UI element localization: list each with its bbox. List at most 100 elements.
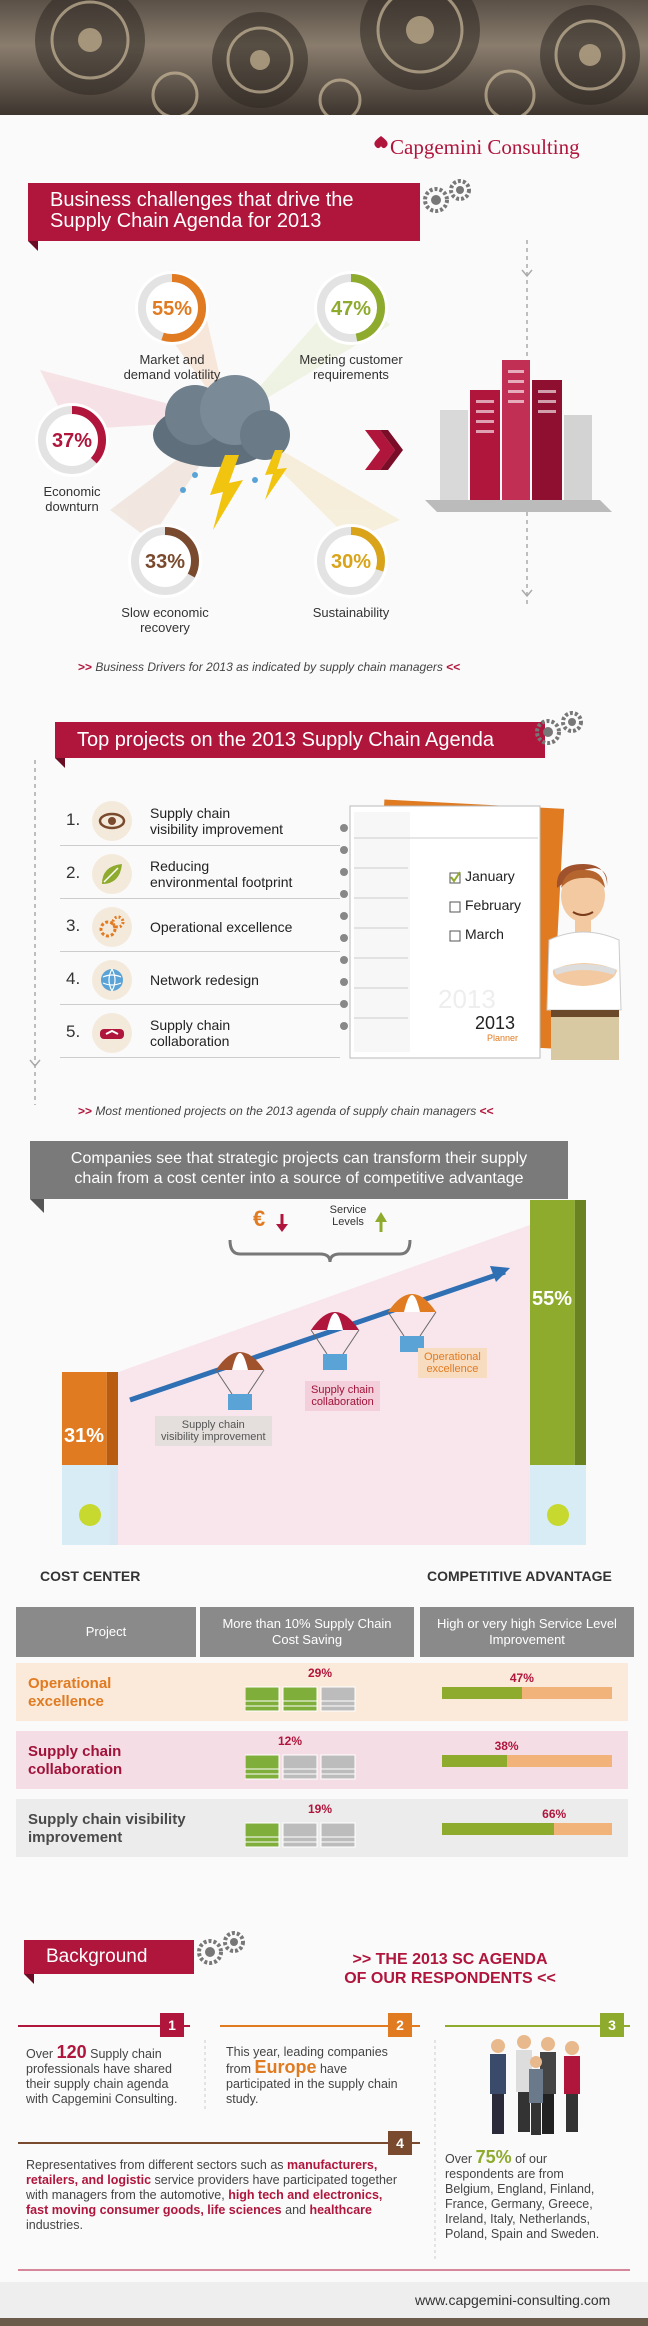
parachute-label-line: excellence — [426, 1363, 479, 1375]
section3-title: Companies see that strategic projects ca… — [30, 1141, 568, 1199]
section2-note: >> Most mentioned projects on the 2013 a… — [78, 1104, 494, 1118]
project-label: Reducing environmental footprint — [150, 858, 292, 890]
euro-symbol: € — [253, 1206, 266, 1231]
planner-illustration: 2013 — [340, 799, 565, 1059]
table-header: More than 10% Supply Chain Cost Saving — [200, 1607, 414, 1657]
project-label-line1: Reducing — [150, 858, 210, 874]
service-levels-label: Service Levels — [329, 1204, 367, 1228]
europe-highlight: Europe — [254, 2057, 317, 2077]
donut-caption: Economic downturn — [2, 484, 142, 514]
project-row: 4. Network redesign — [60, 956, 340, 1005]
background-title: Background — [24, 1940, 194, 1974]
project-label: Operational excellence — [150, 919, 292, 935]
section1-title-line1: Business challenges that drive the — [50, 189, 354, 211]
project-row: 1. Supply chain visibility improvement — [60, 797, 340, 846]
project-label-line1: Supply chain — [150, 1017, 231, 1033]
parachute-label-line: visibility improvement — [161, 1431, 266, 1443]
project-label-line2: environmental footprint — [150, 874, 293, 890]
project-icon-bg — [92, 854, 132, 894]
project-number: 3. — [66, 916, 81, 935]
cash-stack-icon — [245, 1686, 356, 1712]
saving-value: 12% — [277, 1734, 303, 1748]
competitive-advantage-label: COMPETITIVE ADVANTAGE — [427, 1568, 612, 1584]
donut-caption: Slow economic recovery — [95, 605, 235, 635]
donut-caption: Sustainability — [281, 605, 421, 620]
parachute-icon — [215, 1352, 265, 1410]
parachute-icon — [387, 1294, 437, 1352]
website-link[interactable]: www.capgemini-consulting.com — [415, 2292, 611, 2308]
donut-value-label: 55% — [152, 298, 192, 320]
donut-caption-line: demand volatility — [123, 367, 221, 382]
parachute-icon — [310, 1312, 360, 1370]
banner-fold — [28, 241, 38, 251]
banner-fold — [30, 1199, 44, 1213]
section3-title-line1: Companies see that strategic projects ca… — [70, 1150, 528, 1167]
planner-check-label: January — [465, 868, 515, 884]
handshake-icon — [100, 1029, 124, 1039]
header-gears-image — [0, 0, 648, 115]
banner-fold — [24, 1974, 34, 1984]
donut-caption-line: requirements — [313, 367, 389, 382]
table-header: High or very high Service Level Improvem… — [420, 1607, 634, 1657]
donut-caption-line: downturn — [45, 499, 99, 514]
donut-caption-line: Economic — [43, 484, 101, 499]
parachute-label-line: collaboration — [311, 1396, 374, 1408]
donut-segment — [138, 274, 206, 342]
donut-caption-line: Meeting customer — [299, 352, 403, 367]
cash-stack-icon — [245, 1822, 356, 1848]
storm-cloud-icon — [153, 375, 290, 530]
section2-title: Top projects on the 2013 Supply Chain Ag… — [55, 722, 545, 758]
bar — [530, 1200, 575, 1465]
parachute-label: Operational excellence — [418, 1348, 487, 1378]
project-label-line2: collaboration — [150, 1033, 230, 1049]
badge-1: 1 — [160, 2013, 184, 2037]
planner-word: Planner — [487, 1033, 519, 1043]
project-row: 2. Reducing environmental footprint — [60, 850, 340, 899]
businessman-illustration — [546, 864, 622, 1060]
banner-fold — [55, 758, 65, 768]
agenda-heading-line1: >> THE 2013 SC AGENDA — [352, 1951, 548, 1968]
donut-value-label: 30% — [331, 551, 371, 573]
bar-side — [574, 1200, 586, 1465]
project-label: Supply chain visibility improvement — [150, 805, 283, 837]
section3-title-line2: chain from a cost center into a source o… — [74, 1170, 524, 1187]
project-label-line1: Supply chain — [150, 805, 231, 821]
donut-value-label: 37% — [52, 430, 92, 452]
globe-icon — [101, 968, 123, 992]
background-block-1: Over 120 Supply chain professionals have… — [26, 2042, 178, 2106]
gears-icon — [197, 1931, 245, 1965]
donut-segment — [317, 527, 385, 595]
parachute-label: Supply chain collaboration — [305, 1381, 380, 1411]
brand-logo[interactable]: Capgemini Consulting — [390, 135, 580, 159]
project-number: 2. — [66, 863, 81, 882]
gears-icon — [423, 179, 471, 213]
dashed-guide — [521, 240, 533, 605]
badge-4: 4 — [388, 2131, 412, 2155]
table-row-label: Supply chain collaboration — [28, 1743, 123, 1778]
donut-caption-line: Market and — [139, 352, 205, 367]
donut-segment — [38, 406, 106, 474]
planner-check-label: March — [465, 926, 504, 942]
dashed-guide — [29, 760, 41, 1105]
project-number: 5. — [66, 1022, 81, 1041]
cost-center-label: COST CENTER — [40, 1568, 141, 1584]
background-block-4: Representatives from different sectors s… — [26, 2158, 398, 2232]
section1-title: Business challenges that drive the Suppl… — [28, 183, 420, 241]
donut-segment — [131, 527, 199, 595]
city-buildings-icon — [425, 360, 612, 512]
donut-value-label: 47% — [331, 298, 371, 320]
up-arrow-icon — [375, 1212, 387, 1232]
bar-side — [106, 1372, 118, 1465]
badge-2: 2 — [388, 2013, 412, 2037]
project-label-line1: Operational excellence — [150, 919, 293, 935]
bar-value-label: 31% — [64, 1425, 104, 1447]
gear-icon — [99, 915, 125, 938]
project-number: 4. — [66, 969, 81, 988]
leaf-icon — [102, 864, 122, 884]
respondent-count: 120 — [56, 2042, 87, 2062]
section1-note-text: Business Drivers for 2013 as indicated b… — [95, 660, 443, 674]
project-row: 5. Supply chain collaboration — [60, 1009, 340, 1058]
project-icon-bg — [92, 960, 132, 1000]
bar-value-label: 55% — [532, 1288, 572, 1310]
service-value: 66% — [542, 1807, 567, 1821]
